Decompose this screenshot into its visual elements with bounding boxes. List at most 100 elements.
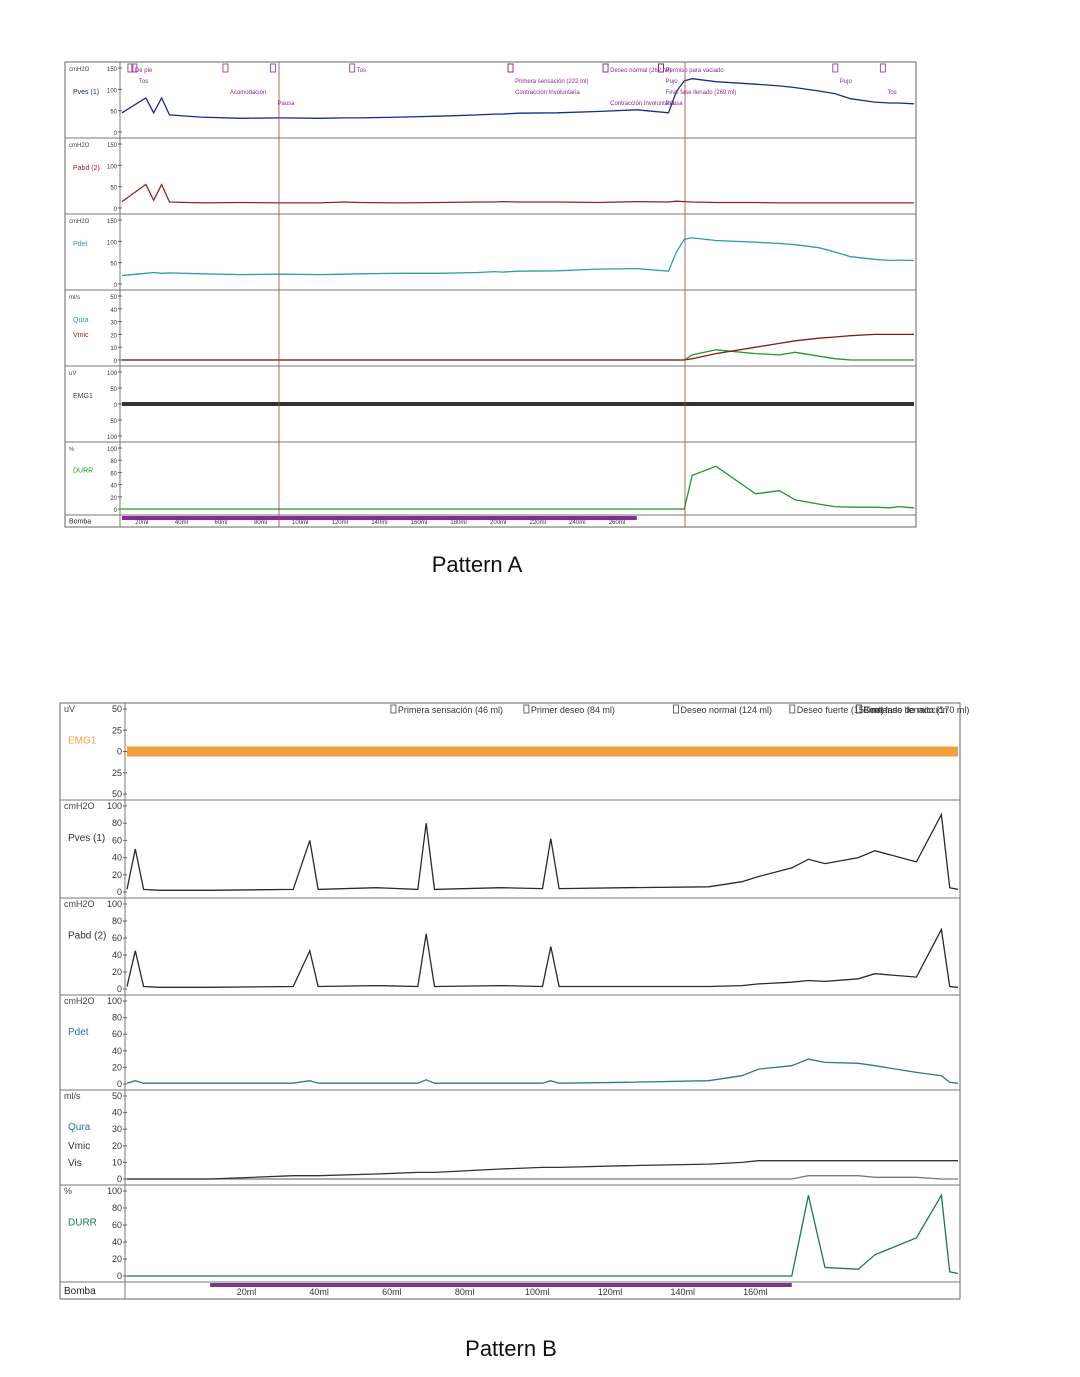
event-marker xyxy=(507,63,514,73)
channel-label: Pabd (2) xyxy=(68,931,106,942)
event-marker xyxy=(523,704,530,714)
series-pdet xyxy=(121,237,915,277)
tick-label: 10 xyxy=(110,346,117,352)
tick-label: 100 xyxy=(107,88,118,94)
tick-label: 50 xyxy=(112,1091,122,1101)
tick-label: 20 xyxy=(110,333,117,339)
caption-pattern-a: Pattern A xyxy=(432,552,523,577)
event-label: Tos xyxy=(139,79,148,85)
event-marker xyxy=(658,63,664,73)
channel-label: Vmic xyxy=(73,332,89,339)
event-marker xyxy=(602,63,609,73)
tick-label: 40 xyxy=(112,1237,122,1247)
tick-label: 0 xyxy=(117,1271,122,1281)
pump-tick-label: 120ml xyxy=(598,1287,623,1297)
event-label: Tos xyxy=(357,68,366,74)
tick-label: 80 xyxy=(112,818,122,828)
tick-label: 0 xyxy=(114,508,118,514)
channel-unit: cmH2O xyxy=(64,801,95,811)
series-qura xyxy=(127,1175,958,1180)
tick-label: 60 xyxy=(112,1029,122,1039)
event-marker xyxy=(131,63,138,73)
pump-tick-label: 80ml xyxy=(254,520,267,526)
tick-label: 100 xyxy=(107,801,122,811)
tick-label: 50 xyxy=(112,704,122,714)
event-label: Deseo fuerte (158 ml) xyxy=(797,705,884,715)
tick-label: 40 xyxy=(112,1046,122,1056)
pump-tick-label: 80ml xyxy=(455,1287,475,1297)
tick-label: 20 xyxy=(112,1062,122,1072)
series-pdet xyxy=(126,1058,959,1084)
event-marker xyxy=(832,63,839,73)
channel-unit: cmH2O xyxy=(69,143,90,149)
pump-label: Bomba xyxy=(64,1286,96,1297)
series-vmic xyxy=(127,1160,958,1180)
tick-label: 0 xyxy=(114,359,118,365)
channel-unit: uV xyxy=(69,371,76,377)
event-label: Pujo xyxy=(840,79,853,85)
event-marker xyxy=(855,704,862,714)
tick-label: 20 xyxy=(112,1254,122,1264)
event-label: Pausa xyxy=(277,101,295,107)
pump-tick-label: 200ml xyxy=(490,520,506,526)
channel-label: Vmic xyxy=(68,1141,90,1152)
event-label: Final fase llenado (170 ml) xyxy=(863,705,969,715)
tick-label: 30 xyxy=(110,321,117,327)
pump-tick-label: 140ml xyxy=(670,1287,695,1297)
channel-label: Pdet xyxy=(73,241,87,248)
series-pves-1- xyxy=(121,78,915,119)
pump-tick-label: 40ml xyxy=(175,520,188,526)
pump-label: Bomba xyxy=(69,518,91,525)
channel-label: Pves (1) xyxy=(68,833,105,844)
tick-label: 100 xyxy=(107,164,118,170)
tick-label: 50 xyxy=(110,262,117,268)
tick-label: 25 xyxy=(112,725,122,735)
pump-tick-label: 140ml xyxy=(371,520,387,526)
pump-tick-label: 20ml xyxy=(237,1287,257,1297)
tick-label: 0 xyxy=(117,984,122,994)
tick-label: 50 xyxy=(110,387,117,393)
pump-tick-label: 20ml xyxy=(135,520,148,526)
event-marker xyxy=(879,63,886,73)
series-pves-1- xyxy=(126,812,959,891)
event-label: Deseo normal (262 ml) xyxy=(610,68,671,74)
tracing-frame xyxy=(64,61,917,528)
tick-label: 0 xyxy=(117,887,122,897)
channel-unit: cmH2O xyxy=(69,67,90,73)
tick-label: 80 xyxy=(110,459,117,465)
tick-label: 40 xyxy=(110,308,117,314)
channel-label: EMG1 xyxy=(68,736,97,747)
event-label: Permiso para vaciado xyxy=(666,68,725,74)
tick-label: 50 xyxy=(110,110,117,116)
tick-label: 60 xyxy=(112,1220,122,1230)
channel-label: DURR xyxy=(73,468,93,475)
tick-label: 100 xyxy=(107,240,118,246)
channel-label: EMG1 xyxy=(73,393,93,400)
channel-unit: % xyxy=(64,1186,72,1196)
tick-label: 0 xyxy=(114,403,118,409)
tick-label: 50 xyxy=(110,186,117,192)
tick-label: 20 xyxy=(112,870,122,880)
series-pabd-2- xyxy=(121,182,914,204)
pump-tick-label: 160ml xyxy=(743,1287,768,1297)
event-marker xyxy=(127,63,134,73)
pump-tick-label: 60ml xyxy=(382,1287,402,1297)
pump-tick-label: 260ml xyxy=(609,520,625,526)
tick-label: 50 xyxy=(112,789,122,799)
pump-tick-label: 120ml xyxy=(332,520,348,526)
tick-label: 50 xyxy=(110,419,117,425)
tick-label: 0 xyxy=(117,1079,122,1089)
tick-label: 100 xyxy=(107,435,118,441)
channel-label: Vis xyxy=(68,1158,82,1169)
channel-unit: ml/s xyxy=(64,1091,81,1101)
series-durr xyxy=(122,465,915,510)
tick-label: 40 xyxy=(112,950,122,960)
channel-label: Qura xyxy=(68,1122,91,1133)
event-label: Acomodación xyxy=(230,90,266,96)
tracing-frame xyxy=(59,702,961,1300)
tick-label: 0 xyxy=(117,1174,122,1184)
pump-tick-label: 100ml xyxy=(525,1287,550,1297)
tick-label: 10 xyxy=(112,1157,122,1167)
